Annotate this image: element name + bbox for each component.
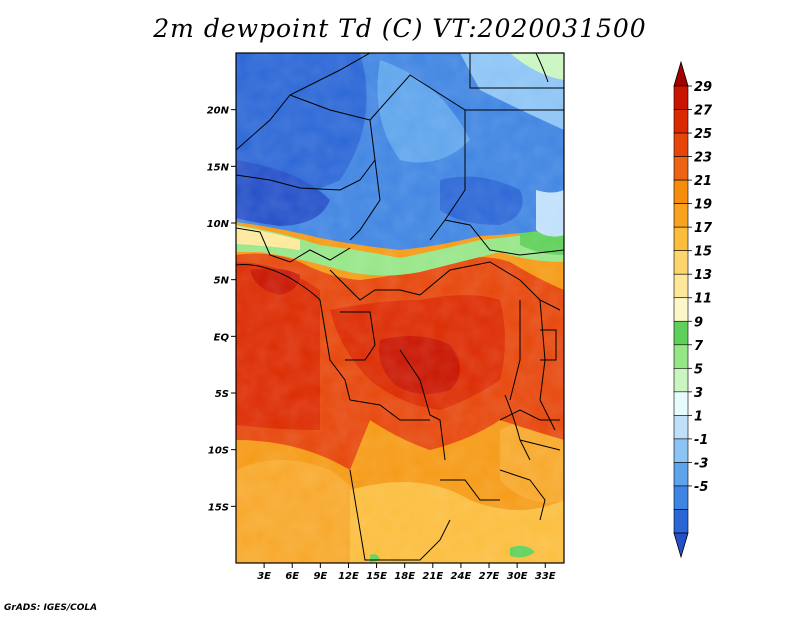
colorbar-label: 7 [694,339,704,354]
colorbar-segment [673,462,689,487]
longitude-axis: 3E 6E 9E 12E 15E 18E 21E 24E 27E 30E 33E [257,563,556,582]
colorbar-segment [673,156,689,181]
colorbar-label: 21 [694,174,712,189]
colorbar-label: 3 [694,386,703,401]
colorbar-label: 5 [694,362,703,377]
colorbar: 29 27 25 23 21 19 17 15 13 11 9 7 5 3 1 -1 -3 -5 [673,60,713,559]
colorbar-segment [673,85,689,110]
colorbar-segment [673,250,689,275]
lon-tick-label: 27E [479,571,500,582]
lon-tick-label: 21E [422,571,443,582]
colorbar-label: 19 [694,198,712,213]
lon-tick-label: 12E [338,571,359,582]
colorbar-label: 1 [694,409,703,424]
colorbar-segment [673,179,689,204]
colorbar-label: 23 [694,151,712,166]
map-title: 2m dewpoint Td (C) VT:2020031500 [153,14,647,43]
colorbar-label: 11 [694,292,712,307]
lon-tick-label: 3E [257,571,271,582]
dewpoint-field [236,53,564,563]
colorbar-label: 29 [694,80,712,95]
lat-tick-label: EQ [214,332,230,343]
colorbar-top-arrow [673,60,689,87]
lon-tick-label: 6E [285,571,299,582]
lon-tick-label: 30E [507,571,528,582]
lat-tick-label: 10S [208,446,229,457]
colorbar-segment [673,344,689,369]
grads-credit: GrADS: IGES/COLA [4,603,98,613]
lat-tick-label: 15S [208,502,229,513]
colorbar-segment [673,391,689,416]
colorbar-bottom-arrow [673,532,689,559]
colorbar-segment [673,109,689,134]
colorbar-label: 17 [694,221,713,236]
colorbar-segment [673,415,689,440]
colorbar-segment [673,368,689,393]
colorbar-segment [673,132,689,157]
colorbar-label: -5 [694,480,708,495]
lon-tick-label: 15E [366,571,387,582]
colorbar-label: -1 [694,433,708,448]
colorbar-segment [673,485,689,510]
lon-tick-label: 24E [451,571,472,582]
lat-tick-label: 20N [207,106,230,117]
lat-tick-label: 5S [215,389,229,400]
map-frame [235,52,565,564]
colorbar-segment [673,509,689,534]
colorbar-segment [673,320,689,346]
colorbar-label: -3 [694,456,708,471]
colorbar-label: 15 [694,245,712,260]
colorbar-segment [673,203,689,228]
lon-tick-label: 33E [535,571,556,582]
lon-tick-label: 18E [394,571,415,582]
colorbar-label: 13 [694,268,712,283]
lon-tick-label: 9E [313,571,327,582]
colorbar-segment [673,297,689,322]
lat-tick-label: 5N [214,276,230,287]
latitude-axis: 20N 15N 10N 5N EQ 5S 10S 15S [207,106,236,513]
lat-tick-label: 15N [207,162,230,173]
colorbar-segment [673,226,689,251]
colorbar-segment [673,273,689,299]
colorbar-label: 25 [694,127,712,142]
lat-tick-label: 10N [207,219,230,230]
colorbar-segment [673,438,689,463]
country-borders [236,53,564,561]
colorbar-label: 27 [694,104,713,119]
colorbar-label: 9 [694,315,703,330]
